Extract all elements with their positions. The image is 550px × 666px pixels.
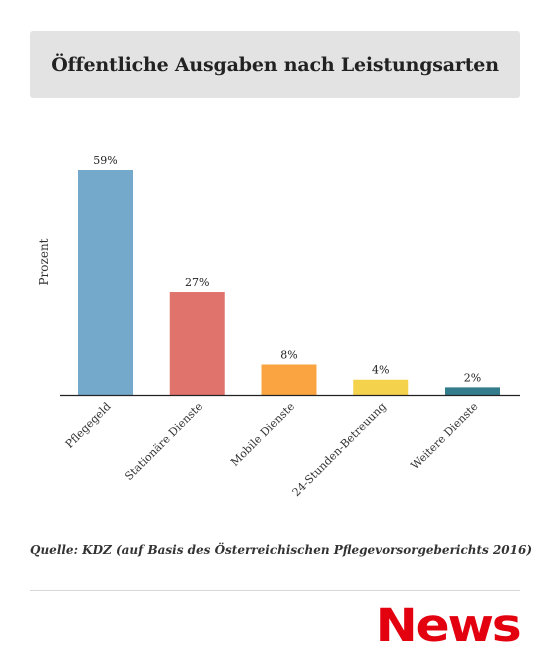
category-label-3: Mobile Dienste xyxy=(228,400,297,469)
news-logo-text: News xyxy=(376,598,522,652)
bar-1 xyxy=(78,170,133,395)
value-label-3: 8% xyxy=(280,348,297,361)
category-label-5: Weitere Dienste xyxy=(408,400,480,472)
source-note: Quelle: KDZ (auf Basis des Österreichisc… xyxy=(30,543,533,557)
title-box: Öffentliche Ausgaben nach Leistungsarten xyxy=(30,31,520,98)
y-axis-label: Prozent xyxy=(37,238,51,285)
bar-4 xyxy=(353,379,409,395)
value-label-2: 27% xyxy=(185,276,209,289)
bar-2 xyxy=(169,292,225,395)
bar-3 xyxy=(261,364,317,395)
bar-5 xyxy=(445,387,500,395)
category-label-2: Stationäre Dienste xyxy=(122,400,205,483)
news-logo: News xyxy=(334,598,522,652)
value-label-5: 2% xyxy=(464,371,481,384)
category-label-1: Pflegegeld xyxy=(63,400,114,451)
category-label-4: 24-Stunden-Betreuung xyxy=(290,400,389,499)
value-label-4: 4% xyxy=(372,364,389,377)
value-label-1: 59% xyxy=(93,154,117,167)
bar-chart: 59% Pflegegeld 27% Stationäre Dienste 8% Mobi… xyxy=(37,154,520,499)
divider xyxy=(30,590,520,591)
chart-title: Öffentliche Ausgaben nach Leistungsarten xyxy=(51,53,499,76)
